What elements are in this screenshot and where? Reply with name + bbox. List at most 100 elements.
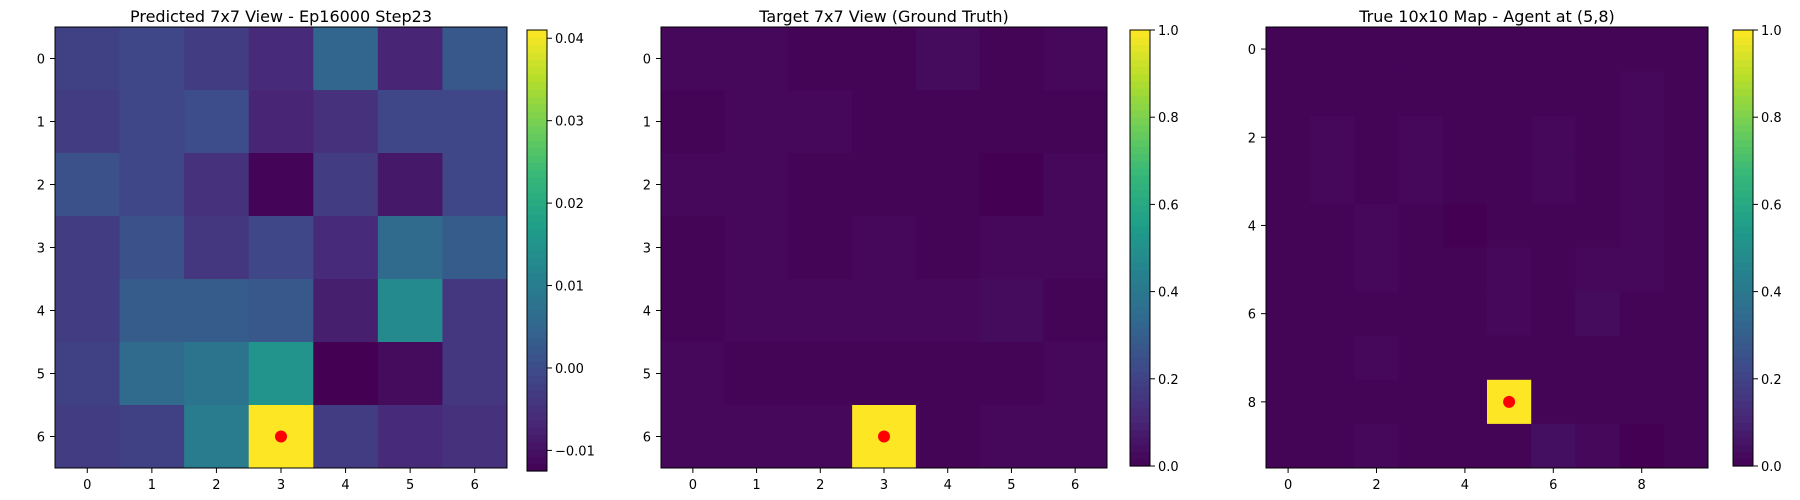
colorbar-tick-label: 0.0 [1158,460,1179,475]
colorbar-segment [1733,320,1753,329]
x-tick-label: 6 [471,478,479,493]
colorbar-segment [1130,248,1150,256]
colorbar-segment [527,132,547,141]
heatmap-cell [1487,423,1532,469]
heatmap-cell [184,216,250,280]
y-tick-label: 4 [37,305,45,320]
colorbar-segment [1733,117,1753,126]
colorbar-segment [1130,124,1150,133]
colorbar-segment [527,206,547,215]
colorbar-frame [1129,29,1151,467]
heatmap-cell [184,27,250,91]
colorbar-segment [1733,80,1753,89]
colorbar-segment [1130,422,1150,431]
panel-title: Predicted 7x7 View - Ep16000 Step23 [130,7,432,26]
colorbar-segment [1733,197,1753,205]
colorbar-segment [1733,407,1753,416]
heatmap-cell [1398,71,1444,116]
heatmap-cell [1398,159,1444,204]
heatmap-cell [661,342,726,406]
colorbar-segment [1733,415,1753,423]
heatmap-cell [1354,291,1400,337]
colorbar-segment [1733,73,1753,82]
heatmap-cell [1266,115,1311,160]
agent-marker [878,430,890,443]
colorbar-segment [1733,218,1753,227]
heatmap-cell [1398,291,1444,337]
heatmap-cell [788,216,853,280]
x-tick-label: 5 [1007,478,1015,493]
colorbar-segment [527,81,547,90]
colorbar-segment [1130,458,1150,467]
colorbar-segment [1733,291,1753,300]
colorbar-segment [527,110,547,119]
heatmap-cell [1266,71,1311,116]
colorbar-segment [527,301,547,310]
heatmap-cell [442,153,508,217]
heatmap-cell [661,405,726,469]
heatmap-cell [1310,71,1355,116]
panel-target-view: Target 7x7 View (Ground Truth) 0 1 2 3 4 5 6 0 1… [643,7,1179,493]
heatmap-cell [1310,291,1355,337]
heatmap-cell [1354,203,1400,248]
colorbar-segment [527,294,547,303]
colorbar-segment [527,316,547,325]
heatmap-cell [1663,71,1709,116]
colorbar-segment [527,353,547,362]
heatmap-cell [1398,423,1444,469]
heatmap-cell [1442,335,1488,381]
y-tick-label: 8 [1248,396,1256,411]
colorbar-tick-label: 0.6 [1158,198,1179,213]
heatmap-cell [1442,247,1488,293]
colorbar-segment [1733,66,1753,75]
agent-marker [1503,395,1516,408]
colorbar-segment [1130,444,1150,453]
colorbar-segment [1733,189,1753,198]
heatmap-cell [248,27,314,91]
heatmap-cell [1354,335,1400,381]
colorbar-segment [1733,262,1753,271]
x-tick-label: 4 [341,478,349,493]
heatmap-cell [1310,115,1355,160]
colorbar-segment [1733,248,1753,256]
colorbar-segment [1130,327,1150,336]
heatmap-cell [442,27,508,91]
colorbar-segment [1130,80,1150,89]
y-tick-label: 6 [643,431,651,446]
colorbar-segment [1733,393,1753,402]
colorbar-segment [527,66,547,75]
colorbar-segment [1130,291,1150,300]
y-tick-label: 2 [643,179,651,194]
colorbar-segment [1130,364,1150,373]
colorbar-segment [527,199,547,207]
y-tick-label: 0 [1248,43,1256,58]
heatmap-cell [119,90,185,154]
colorbar-segment [1130,182,1150,191]
colorbar-segment [1130,37,1150,46]
heatmap-cell [979,405,1044,469]
heatmap-cell [55,90,121,154]
heatmap-cell [1487,291,1532,337]
heatmap-cell [1266,159,1311,204]
heatmap-cell [979,216,1044,280]
colorbar-segment [1733,269,1753,278]
heatmap-cell [1442,115,1488,160]
heatmap-cell [1310,423,1355,469]
colorbar-segment [1733,131,1753,140]
x-tick-label: 2 [212,478,220,493]
colorbar-segment [1733,429,1753,438]
heatmap-cell [1487,247,1532,293]
colorbar-segment [527,162,547,171]
colorbar-segment [1130,131,1150,140]
heatmap-cell [1398,203,1444,248]
colorbar-tick-label: 0.03 [555,115,584,130]
heatmap-cell [1310,27,1355,72]
colorbar-tick-label: 0.01 [555,280,584,295]
colorbar-segment [1733,444,1753,453]
x-tick-label: 1 [148,478,156,493]
heatmap-cell [119,405,185,469]
heatmap-cell [724,279,789,343]
heatmap-cell [1442,291,1488,337]
heatmap-cell [979,279,1044,343]
colorbar-tick-label: 0.4 [1761,286,1782,301]
